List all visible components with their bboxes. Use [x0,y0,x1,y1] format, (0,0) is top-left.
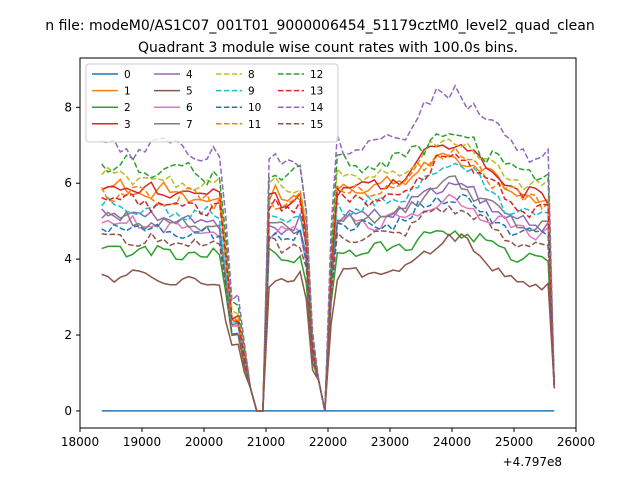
legend-label-15: 15 [310,119,323,131]
x-tick-label: 22000 [309,435,347,449]
y-tick-label: 0 [64,404,72,418]
legend-label-6: 6 [186,102,193,114]
series-line-12 [101,133,556,412]
legend-label-14: 14 [310,102,324,114]
legend-label-7: 7 [186,119,193,131]
y-tick-label: 2 [64,328,72,342]
x-tick-label: 23000 [371,435,409,449]
chart-title: Quadrant 3 module wise count rates with … [138,40,518,56]
series-line-15 [101,205,556,412]
legend-label-9: 9 [248,86,255,98]
x-tick-label: 24000 [433,435,471,449]
legend-label-3: 3 [124,119,131,131]
legend-label-11: 11 [248,119,261,131]
y-tick-label: 8 [64,100,72,114]
x-tick-label: 19000 [123,435,161,449]
y-axis: 0 2 4 6 8 [64,100,80,418]
legend-label-4: 4 [186,69,193,81]
x-tick-label: 20000 [185,435,223,449]
x-tick-label: 26000 [557,435,595,449]
x-tick-label: 21000 [247,435,285,449]
legend-label-5: 5 [186,86,193,98]
x-tick-label: 25000 [495,435,533,449]
legend-label-1: 1 [124,86,131,98]
legend-label-12: 12 [310,69,323,81]
x-tick-label: 18000 [61,435,99,449]
y-tick-label: 6 [64,176,72,190]
legend-label-10: 10 [248,102,261,114]
figure-suptitle: n file: modeM0/AS1C07_001T01_9000006454_… [45,18,594,34]
x-axis: 18000 19000 20000 21000 22000 23000 24000 25000… [61,428,595,449]
y-tick-label: 4 [64,252,72,266]
legend-label-2: 2 [124,102,131,114]
legend-label-8: 8 [248,69,255,81]
legend-box [85,63,339,143]
x-offset-label: +4.797e8 [503,455,562,469]
legend-label-13: 13 [310,86,323,98]
legend-label-0: 0 [124,69,131,81]
